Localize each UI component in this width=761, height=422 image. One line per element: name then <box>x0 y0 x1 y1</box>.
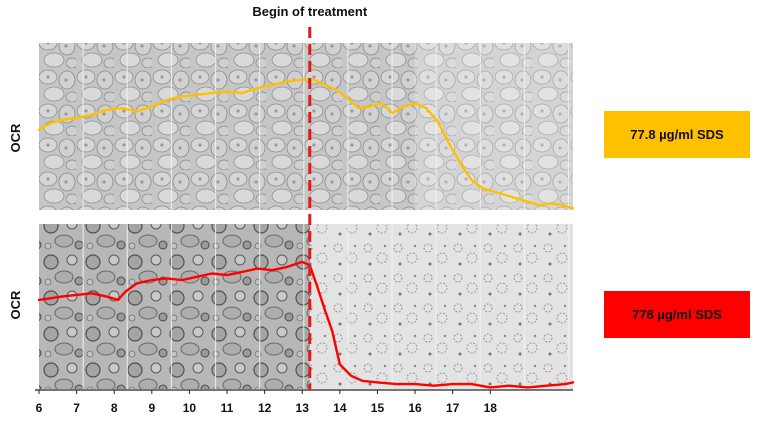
legend-label-77-8-sds: 77.8 µg/ml SDS <box>630 127 724 142</box>
x-tick-label: 14 <box>333 401 347 415</box>
legend-77-8-sds: 77.8 µg/ml SDS <box>604 111 750 158</box>
x-tick-label: 13 <box>296 401 310 415</box>
x-tick-label: 6 <box>36 401 43 415</box>
x-tick-label: 18 <box>484 401 498 415</box>
x-tick-label: 12 <box>258 401 272 415</box>
panel-1-micrograph-treated <box>309 224 573 389</box>
legend-778-sds: 778 µg/ml SDS <box>604 291 750 338</box>
x-tick-label: 8 <box>111 401 118 415</box>
panel-0-micrograph-treated <box>415 43 573 210</box>
x-tick-label: 11 <box>221 401 234 415</box>
treatment-annotation: Begin of treatment <box>252 4 368 19</box>
panel-0-micrograph <box>39 43 573 210</box>
x-tick-label: 7 <box>73 401 80 415</box>
x-tick-label: 9 <box>148 401 155 415</box>
ylabel-top-panel: OCR <box>8 123 23 153</box>
x-tick-label: 17 <box>446 401 460 415</box>
series-line-panel-1 <box>37 260 575 389</box>
x-tick-label: 10 <box>183 401 197 415</box>
series-line-panel-0 <box>37 78 575 210</box>
legend-label-778-sds: 778 µg/ml SDS <box>632 307 722 322</box>
ylabel-bottom-panel: OCR <box>8 290 23 320</box>
x-tick-label: 16 <box>408 401 422 415</box>
x-tick-label: 15 <box>371 401 385 415</box>
